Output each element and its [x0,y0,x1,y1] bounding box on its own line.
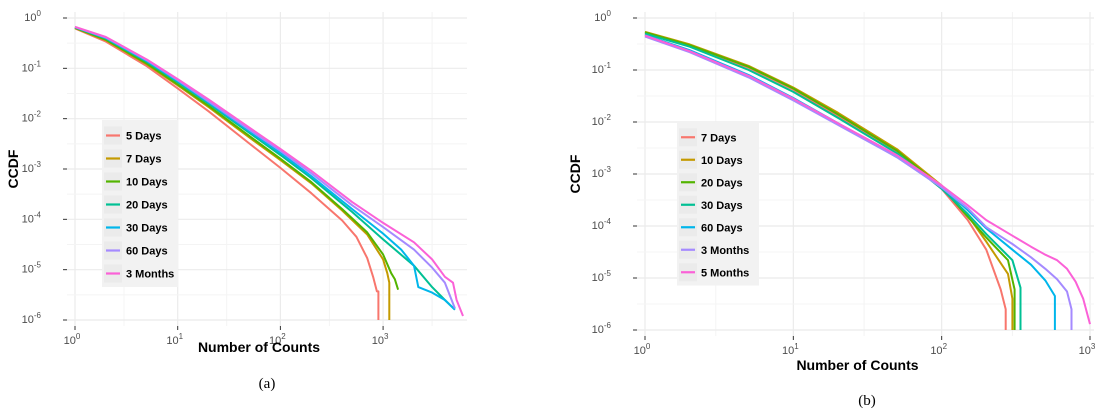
chart-a: 100 10-1 10-2 10-3 10-4 10-5 10-6 100 101 102 103 5… [0,0,554,414]
y-tick-label: 10-6 [22,311,42,326]
legend-label: 60 Days [126,246,168,258]
x-tick-label: 103 [1079,342,1096,357]
x-axis-title: Number of Counts [796,357,918,373]
y-tick-label: 10-1 [22,59,42,74]
legend: 5 Days 7 Days 10 Days 20 Days 30 Days 60 Days… [102,120,178,287]
x-tick-label: 100 [64,332,81,347]
y-tick-label: 10-6 [592,321,612,336]
x-tick-label: 101 [166,332,183,347]
legend-label: 30 Days [126,223,168,235]
y-tick-label: 100 [594,9,611,24]
chart-b: 100 10-1 10-2 10-3 10-4 10-5 10-6 100 101 102 103 7… [554,0,1108,414]
grid [67,12,467,326]
legend-label: 10 Days [126,177,168,189]
x-tick-label: 102 [930,342,947,357]
legend-label: 7 Days [126,154,161,166]
y-tick-label: 100 [24,9,41,24]
y-tick-label: 10-5 [22,261,42,276]
series-line-3-months [644,35,1073,330]
x-axis-title: Number of Counts [198,339,320,355]
series-line-10-days [74,26,400,290]
legend-label: 10 Days [701,155,743,167]
legend-label: 5 Months [701,267,749,279]
legend: 7 Days 10 Days 20 Days 30 Days 60 Days 3 Mont… [677,122,759,286]
x-tick-label: 101 [782,342,799,357]
x-tick-label: 102 [269,332,286,347]
y-tick-label: 10-4 [22,210,42,225]
ccdf-plot-b: 100 10-1 10-2 10-3 10-4 10-5 10-6 100 101 102 103 7… [567,9,1096,409]
legend-label: 20 Days [126,200,168,212]
y-tick-label: 10-1 [592,61,612,76]
x-tick-label: 103 [372,332,389,347]
legend-label: 5 Days [126,131,161,143]
series-line-3-months [74,25,464,317]
legend-label: 7 Days [701,132,736,144]
legend-label: 3 Months [126,269,174,281]
legend-label: 30 Days [701,200,743,212]
x-tick-label: 100 [634,342,651,357]
legend-label: 20 Days [701,177,743,189]
y-tick-label: 10-2 [592,113,612,128]
figure-caption: (b) [858,393,876,409]
y-axis-title: CCDF [5,149,21,188]
series-line-5-months [644,34,1091,325]
legend-label: 3 Months [701,245,749,257]
y-tick-label: 10-5 [592,269,612,284]
series-line-20-days [644,31,1016,330]
ccdf-plot-a: 100 10-1 10-2 10-3 10-4 10-5 10-6 100 101 102 103 5… [5,9,467,392]
y-tick-label: 10-4 [592,217,612,232]
y-axis-title: CCDF [567,154,583,193]
y-tick-label: 10-2 [22,110,42,125]
y-tick-label: 10-3 [592,165,612,180]
y-tick-label: 10-3 [22,160,42,175]
figure-caption: (a) [259,376,276,392]
legend-label: 60 Days [701,222,743,234]
series-line-5-days [74,27,380,320]
series-lines [644,30,1091,330]
series-lines [74,25,464,320]
